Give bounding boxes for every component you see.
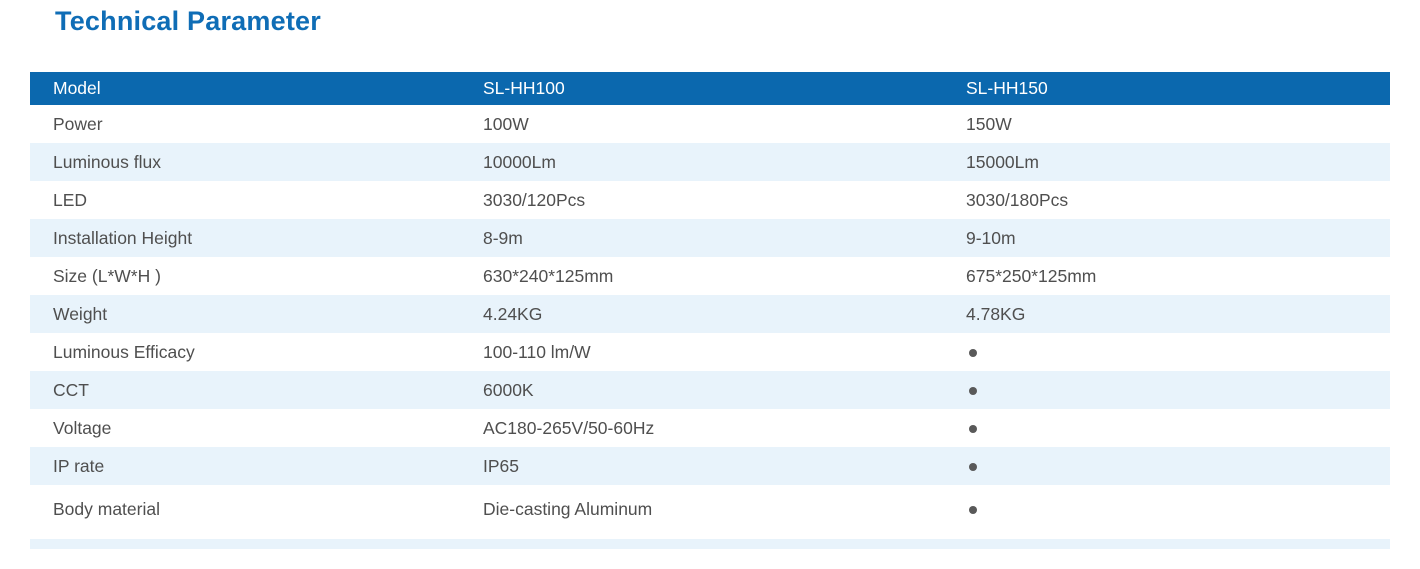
row-value-hh100: 100W <box>483 113 529 134</box>
row-label: Voltage <box>53 417 112 438</box>
bullet-dot <box>969 505 977 514</box>
row-label: Body material <box>53 498 160 519</box>
table-row: Weight 4.24KG 4.78KG <box>30 295 1390 333</box>
row-value-hh100: 100-110 lm/W <box>483 341 591 362</box>
row-value-hh100: Die-casting Aluminum <box>483 498 653 519</box>
row-value-hh100: AC180-265V/50-60Hz <box>483 417 655 438</box>
table-row: Power 100W 150W <box>30 105 1390 143</box>
row-value-hh150: 3030/180Pcs <box>966 189 1069 210</box>
row-value-hh150: 9-10m <box>966 227 1016 248</box>
table-row: Luminous Efficacy 100-110 lm/W <box>30 333 1390 371</box>
table-row: Luminous flux 10000Lm 15000Lm <box>30 143 1390 181</box>
spec-table: Model SL-HH100 SL-HH150 Power 100W 150W … <box>30 72 1390 549</box>
table-bottom-strip <box>30 539 1390 549</box>
table-row: LED 3030/120Pcs 3030/180Pcs <box>30 181 1390 219</box>
bullet-dot <box>969 348 977 357</box>
row-value-hh150 <box>966 456 1390 477</box>
row-value-hh150: 4.78KG <box>966 303 1026 324</box>
row-value-hh100: 6000K <box>483 379 534 400</box>
table-row: IP rate IP65 <box>30 447 1390 485</box>
row-value-hh100: 3030/120Pcs <box>483 189 586 210</box>
row-value-hh100: 630*240*125mm <box>483 265 614 286</box>
table-header-row: Model SL-HH100 SL-HH150 <box>30 72 1390 105</box>
row-value-hh100: IP65 <box>483 455 519 476</box>
bullet-dot <box>969 386 977 395</box>
row-label: IP rate <box>53 455 105 476</box>
table-row: Body material Die-casting Aluminum <box>30 485 1390 533</box>
row-label: Luminous flux <box>53 151 161 172</box>
row-label: Weight <box>53 303 108 324</box>
header-cell-hh150: SL-HH150 <box>966 78 1048 98</box>
row-value-hh100: 10000Lm <box>483 151 556 172</box>
table-row: Size (L*W*H ) 630*240*125mm 675*250*125m… <box>30 257 1390 295</box>
bullet-dot <box>969 462 977 471</box>
row-value-hh100: 4.24KG <box>483 303 543 324</box>
row-value-hh150 <box>966 499 1390 520</box>
row-value-hh100: 8-9m <box>483 227 523 248</box>
row-value-hh150: 675*250*125mm <box>966 265 1097 286</box>
row-value-hh150: 150W <box>966 113 1012 134</box>
page-title: Technical Parameter <box>55 6 321 36</box>
bullet-dot <box>969 424 977 433</box>
row-label: Luminous Efficacy <box>53 341 195 362</box>
table-row: CCT 6000K <box>30 371 1390 409</box>
row-label: Power <box>53 113 103 134</box>
table-row: Voltage AC180-265V/50-60Hz <box>30 409 1390 447</box>
row-value-hh150: 15000Lm <box>966 151 1039 172</box>
header-cell-model: Model <box>53 78 101 98</box>
row-value-hh150 <box>966 380 1390 401</box>
row-label: Installation Height <box>53 227 193 248</box>
header-cell-hh100: SL-HH100 <box>483 78 565 98</box>
table-row: Installation Height 8-9m 9-10m <box>30 219 1390 257</box>
table-body: Power 100W 150W Luminous flux 10000Lm 15… <box>30 105 1390 533</box>
row-value-hh150 <box>966 418 1390 439</box>
row-label: CCT <box>53 379 89 400</box>
row-label: LED <box>53 189 88 210</box>
row-label: Size (L*W*H ) <box>53 265 161 286</box>
row-value-hh150 <box>966 342 1390 363</box>
